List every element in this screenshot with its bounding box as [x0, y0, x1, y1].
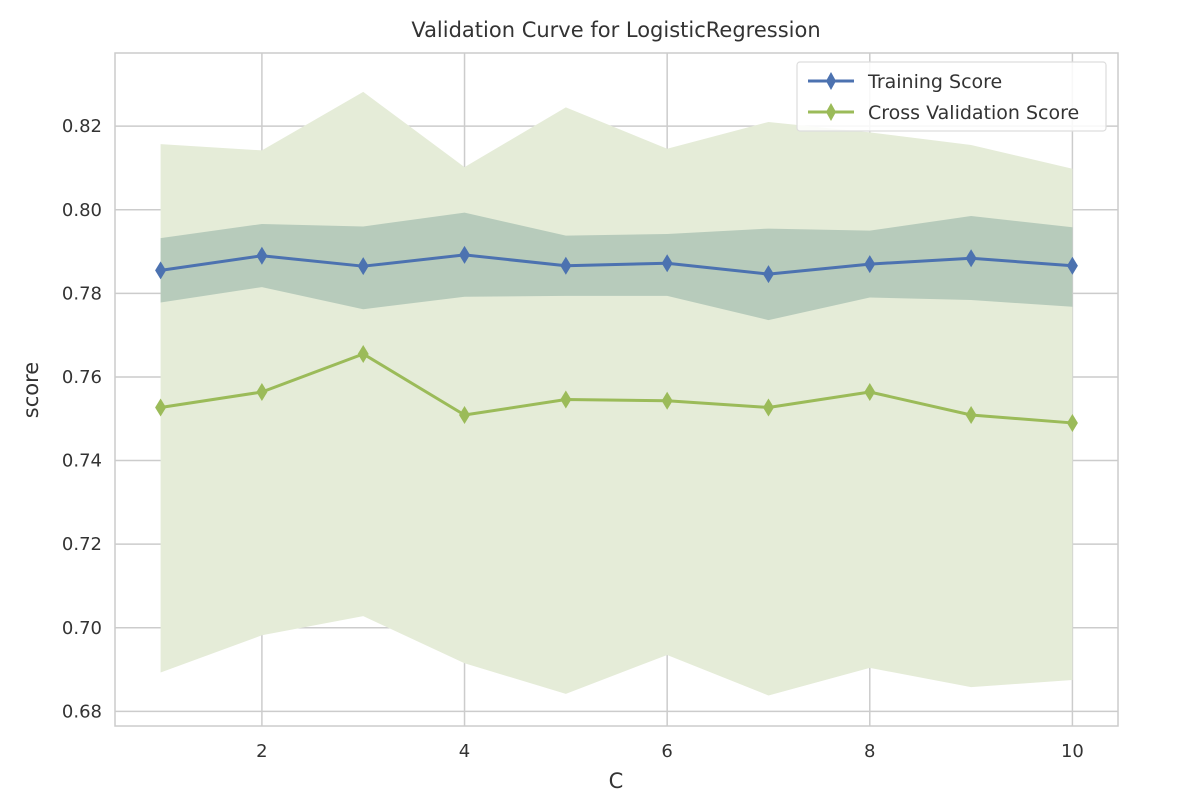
- y-tick-label: 0.72: [62, 534, 102, 555]
- x-tick-label: 4: [459, 741, 470, 762]
- y-tick-label: 0.74: [62, 451, 102, 472]
- training-score-point: [256, 246, 268, 265]
- legend-label-cross-validation: Cross Validation Score: [868, 102, 1079, 124]
- cross-validation-score-point: [864, 383, 876, 402]
- training-score-point: [357, 257, 369, 276]
- y-tick-label: 0.68: [62, 701, 102, 722]
- training-score-line: [160, 253, 1073, 276]
- cross-validation-score-point: [965, 405, 977, 424]
- legend-box: [796, 61, 1107, 132]
- y-tick-label: 0.76: [62, 367, 102, 388]
- cross-validation-score-point: [357, 344, 369, 363]
- y-tick-label: 0.70: [62, 618, 102, 639]
- y-axis-label: score: [19, 362, 43, 418]
- y-tick-label: 0.80: [62, 200, 102, 221]
- cross-validation-score-point: [560, 390, 572, 409]
- training-score-point: [1066, 256, 1078, 275]
- cross-validation-score-point: [762, 398, 774, 417]
- legend-marker-cross-validation: [826, 103, 836, 121]
- cross-validation-score-point: [459, 405, 471, 424]
- cross-validation-score-line: [160, 352, 1073, 425]
- training-score-point: [459, 245, 471, 264]
- training-score-point: [155, 261, 167, 280]
- y-tick-label: 0.82: [62, 116, 102, 137]
- cross-validation-score-point: [661, 391, 673, 410]
- cross-validation-score-point: [1066, 413, 1078, 432]
- training-score-point: [864, 255, 876, 274]
- chart-title: Validation Curve for LogisticRegression: [411, 18, 820, 42]
- cross-validation-score-band: [160, 91, 1073, 696]
- training-score-band: [160, 212, 1073, 321]
- legend-label-training: Training Score: [867, 71, 1002, 93]
- training-score-point: [965, 249, 977, 268]
- training-score-point: [560, 256, 572, 275]
- x-tick-label: 6: [661, 741, 672, 762]
- training-score-point: [661, 254, 673, 273]
- plot-area-frame: [114, 52, 1119, 727]
- legend: Training Score Cross Validation Score: [796, 61, 1107, 132]
- cross-validation-score-point: [155, 398, 167, 417]
- x-tick-label: 2: [256, 741, 267, 762]
- cross-validation-score-point: [256, 383, 268, 402]
- legend-marker-training: [826, 72, 836, 90]
- y-tick-label: 0.78: [62, 283, 102, 304]
- training-score-point: [762, 265, 774, 284]
- x-tick-label: 10: [1061, 741, 1084, 762]
- x-axis-label: C: [609, 769, 624, 793]
- x-tick-label: 8: [864, 741, 875, 762]
